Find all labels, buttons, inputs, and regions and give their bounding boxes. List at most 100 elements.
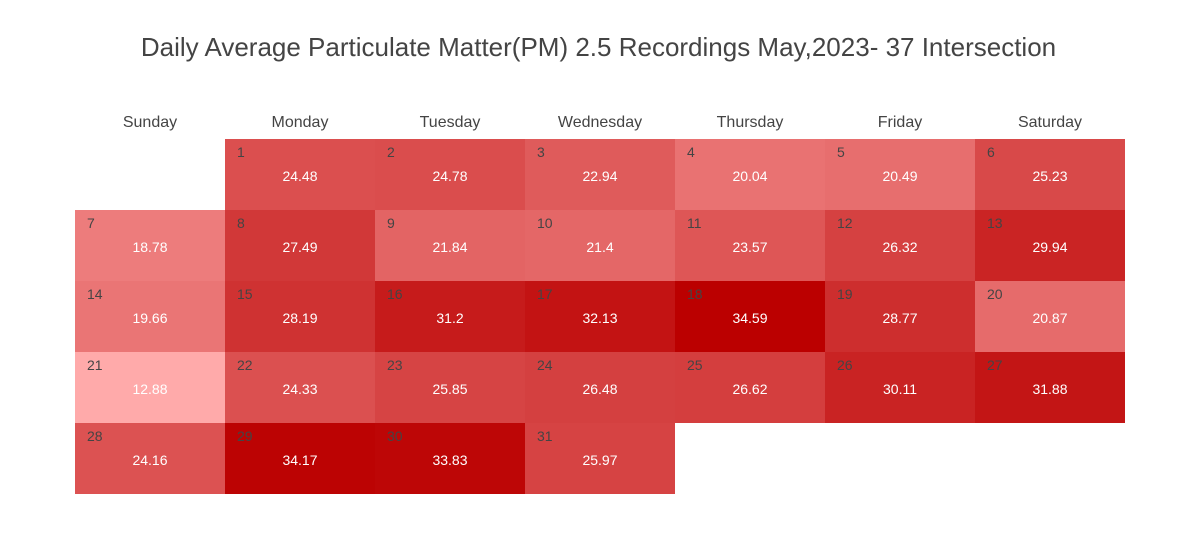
day-number-label: 1: [237, 144, 245, 160]
pm-value-label: 21.84: [432, 239, 468, 255]
pm-value-label: 27.49: [282, 239, 318, 255]
pm-value-label: 28.77: [882, 310, 918, 326]
day-number-label: 13: [987, 215, 1003, 231]
heatmap-cell: 22 24.33: [225, 352, 375, 423]
heatmap-cell: 3 22.94: [525, 139, 675, 210]
day-number-label: 30: [387, 428, 403, 444]
pm-value-label: 29.94: [1032, 239, 1068, 255]
pm-value-label: 24.33: [282, 381, 318, 397]
pm-value-label: 28.19: [282, 310, 318, 326]
day-number-label: 8: [237, 215, 245, 231]
day-number-label: 22: [237, 357, 253, 373]
pm-value-label: 26.32: [882, 239, 918, 255]
heatmap-cell: 26 30.11: [825, 352, 975, 423]
heatmap-cell: 7 18.78: [75, 210, 225, 281]
weekday-header-wednesday: Wednesday: [557, 114, 643, 131]
weekday-header-thursday: Thursday: [716, 114, 784, 131]
pm-value-label: 31.88: [1032, 381, 1068, 397]
chart-title: Daily Average Particulate Matter(PM) 2.5…: [140, 32, 1057, 62]
heatmap-cell: 2 24.78: [375, 139, 525, 210]
pm-value-label: 20.04: [732, 168, 768, 184]
pm-value-label: 21.4: [586, 239, 614, 255]
day-number-label: 5: [837, 144, 845, 160]
day-number-label: 19: [837, 286, 853, 302]
day-number-label: 20: [987, 286, 1003, 302]
weekday-header-monday: Monday: [271, 114, 329, 131]
heatmap-cell: 8 27.49: [225, 210, 375, 281]
day-number-label: 26: [837, 357, 853, 373]
heatmap-cell: 4 20.04: [675, 139, 825, 210]
heatmap-cell: 10 21.4: [525, 210, 675, 281]
heatmap-cell: 24 26.48: [525, 352, 675, 423]
pm-value-label: 12.88: [132, 381, 168, 397]
day-number-label: 27: [987, 357, 1003, 373]
weekday-header-saturday: Saturday: [1017, 114, 1083, 131]
heatmap-cell: 12 26.32: [825, 210, 975, 281]
day-number-label: 2: [387, 144, 395, 160]
weekday-header-sunday: Sunday: [122, 114, 178, 131]
pm-value-label: 26.48: [582, 381, 618, 397]
pm-value-label: 24.16: [132, 452, 168, 468]
pm-value-label: 34.17: [282, 452, 318, 468]
day-number-label: 4: [687, 144, 695, 160]
pm-value-label: 24.48: [282, 168, 318, 184]
pm-value-label: 31.2: [436, 310, 464, 326]
day-number-label: 14: [87, 286, 103, 302]
pm-value-label: 30.11: [883, 381, 917, 397]
pm-value-label: 32.13: [582, 310, 618, 326]
weekday-header-tuesday: Tuesday: [419, 114, 481, 131]
day-number-label: 24: [537, 357, 553, 373]
heatmap-cell: 18 34.59: [675, 281, 825, 352]
weekday-header-friday: Friday: [877, 114, 923, 131]
heatmap-cell: 11 23.57: [675, 210, 825, 281]
day-number-label: 17: [537, 286, 553, 302]
day-number-label: 6: [987, 144, 995, 160]
pm-value-label: 20.87: [1032, 310, 1068, 326]
heatmap-cell: 30 33.83: [375, 423, 525, 494]
heatmap-cell: 5 20.49: [825, 139, 975, 210]
heatmap-cell: 17 32.13: [525, 281, 675, 352]
day-number-label: 23: [387, 357, 403, 373]
heatmap-cell: 13 29.94: [975, 210, 1125, 281]
heatmap-cell: 28 24.16: [75, 423, 225, 494]
pm-value-label: 19.66: [132, 310, 168, 326]
heatmap-cell: 14 19.66: [75, 281, 225, 352]
day-number-label: 15: [237, 286, 253, 302]
heatmap-cell: 16 31.2: [375, 281, 525, 352]
pm-value-label: 22.94: [582, 168, 618, 184]
day-number-label: 31: [537, 428, 553, 444]
day-number-label: 21: [87, 357, 103, 373]
heatmap-cell: 21 12.88: [75, 352, 225, 423]
pm-value-label: 23.57: [732, 239, 768, 255]
heatmap-cell: 23 25.85: [375, 352, 525, 423]
day-number-label: 7: [87, 215, 95, 231]
heatmap-cell: 25 26.62: [675, 352, 825, 423]
day-number-label: 10: [537, 215, 553, 231]
heatmap-cell: 6 25.23: [975, 139, 1125, 210]
day-number-label: 28: [87, 428, 103, 444]
heatmap-cell: 19 28.77: [825, 281, 975, 352]
pm-value-label: 25.97: [582, 452, 618, 468]
day-number-label: 29: [237, 428, 253, 444]
pm-value-label: 20.49: [882, 168, 918, 184]
heatmap-cell: 15 28.19: [225, 281, 375, 352]
day-number-label: 12: [837, 215, 853, 231]
pm-value-label: 33.83: [432, 452, 468, 468]
day-number-label: 18: [687, 286, 703, 302]
pm-value-label: 26.62: [732, 381, 768, 397]
day-number-label: 25: [687, 357, 703, 373]
pm-value-label: 18.78: [132, 239, 168, 255]
day-number-label: 16: [387, 286, 403, 302]
heatmap-cell: 29 34.17: [225, 423, 375, 494]
pm-value-label: 24.78: [432, 168, 468, 184]
heatmap-cell: 9 21.84: [375, 210, 525, 281]
heatmap-cell: 31 25.97: [525, 423, 675, 494]
heatmap-cell: 1 24.48: [225, 139, 375, 210]
pm-value-label: 34.59: [732, 310, 768, 326]
pm-value-label: 25.85: [432, 381, 468, 397]
heatmap-cell: 20 20.87: [975, 281, 1125, 352]
heatmap-cell: 27 31.88: [975, 352, 1125, 423]
day-number-label: 11: [687, 215, 702, 231]
day-number-label: 9: [387, 215, 395, 231]
